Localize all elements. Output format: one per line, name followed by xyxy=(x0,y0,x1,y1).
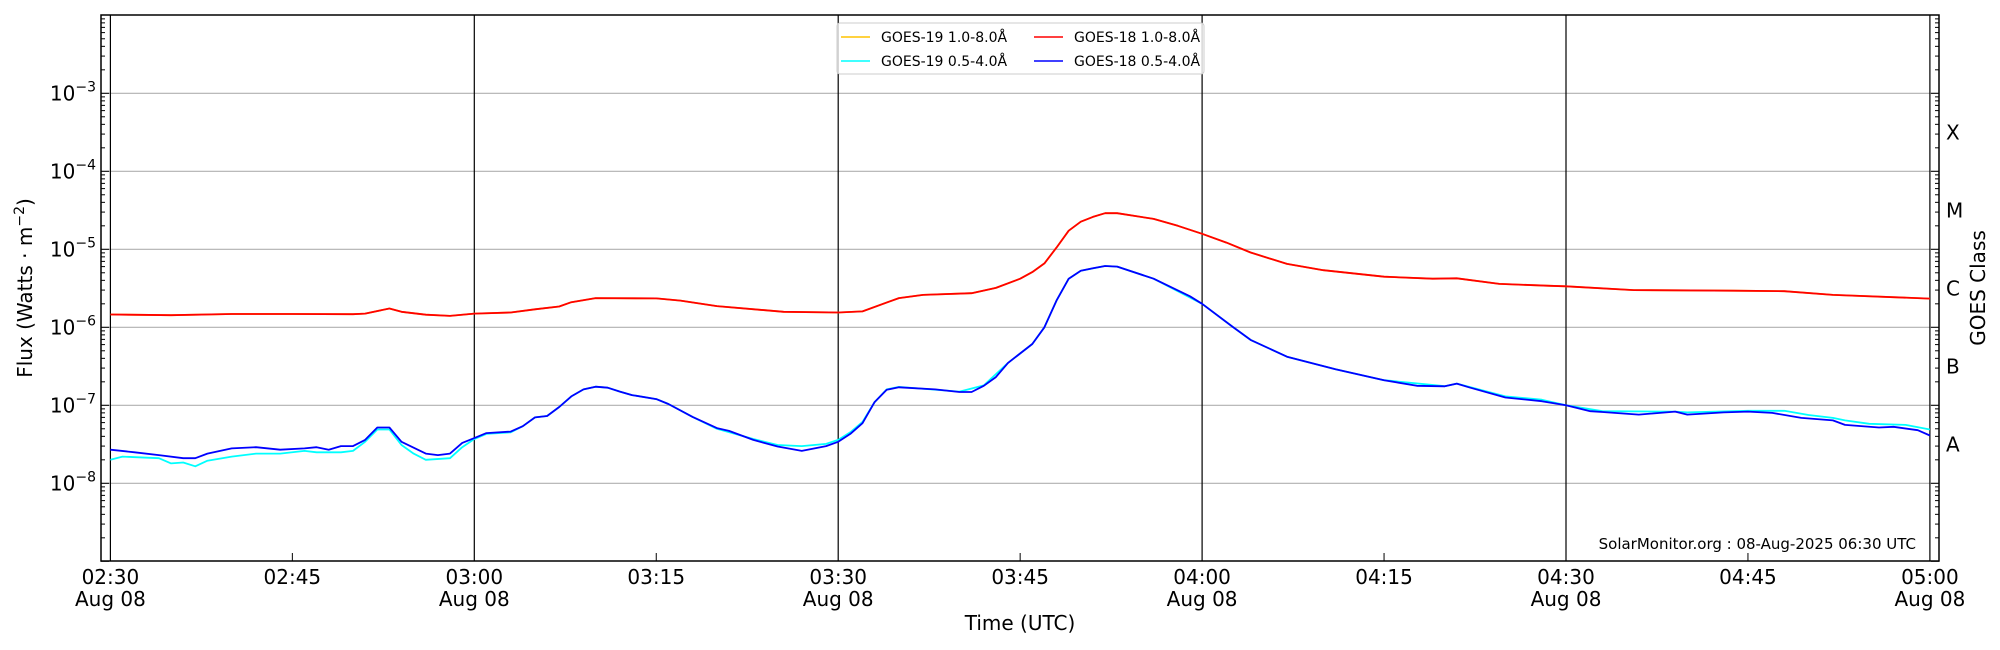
y-axis-label: Flux (Watts · m−2) xyxy=(12,198,37,378)
y-tick-label: 10−3 xyxy=(50,79,96,105)
goes-class-label-m: M xyxy=(1946,198,1963,222)
legend-label: GOES-19 0.5-4.0Å xyxy=(881,53,1007,70)
x-tick-date-label: Aug 08 xyxy=(439,587,510,611)
goes-class-label-b: B xyxy=(1946,354,1960,378)
legend-label: GOES-18 1.0-8.0Å xyxy=(1074,29,1200,46)
y-tick-label: 10−6 xyxy=(50,313,96,339)
series-line-goes-18-0-5-4-0- xyxy=(110,265,1931,460)
y-tick-base: 10 xyxy=(50,315,75,339)
series-line-goes-19-0-5-4-0- xyxy=(110,265,1931,468)
x-tick-date-label: Aug 08 xyxy=(803,587,874,611)
series-line-goes-19-1-0-8-0- xyxy=(110,212,1930,317)
x-tick-date-label: Aug 08 xyxy=(1531,587,1602,611)
y-tick-base: 10 xyxy=(50,471,75,495)
y-axis-label-close: ) xyxy=(13,198,37,206)
series-lines xyxy=(110,212,1931,468)
x-tick-time-label: 04:15 xyxy=(1355,565,1413,589)
x-tick-time-label: 04:30 xyxy=(1537,565,1595,589)
grid-lines xyxy=(101,92,1939,484)
x-tick-time-label: 02:30 xyxy=(82,565,140,589)
y-tick-base: 10 xyxy=(50,81,75,105)
x-tick-time-label: 03:00 xyxy=(445,565,503,589)
series-line-goes-18-1-0-8-0- xyxy=(110,212,1930,317)
y-tick-exponent: −8 xyxy=(75,469,96,485)
x-tick-time-label: 02:45 xyxy=(264,565,322,589)
x-axis-label: Time (UTC) xyxy=(964,611,1076,635)
y-tick-label: 10−7 xyxy=(50,391,96,417)
x-tick-date-label: Aug 08 xyxy=(75,587,146,611)
y-tick-exponent: −4 xyxy=(75,157,96,173)
y-tick-base: 10 xyxy=(50,159,75,183)
x-tick-time-label: 04:00 xyxy=(1173,565,1231,589)
y-axis-label-exp: −2 xyxy=(12,206,28,227)
y-tick-exponent: −7 xyxy=(75,391,96,407)
y-tick-label: 10−4 xyxy=(50,157,96,183)
legend: GOES-19 1.0-8.0Å GOES-19 0.5-4.0Å GOES-18 … xyxy=(836,22,1205,75)
legend-label: GOES-18 0.5-4.0Å xyxy=(1074,53,1200,70)
x-tick-date-label: Aug 08 xyxy=(1167,587,1238,611)
y-tick-base: 10 xyxy=(50,237,75,261)
y-tick-label: 10−8 xyxy=(50,469,96,495)
x-tick-time-label: 04:45 xyxy=(1719,565,1777,589)
x-major-lines xyxy=(109,15,1931,561)
x-tick-time-label: 05:00 xyxy=(1901,565,1959,589)
y-tick-base: 10 xyxy=(50,393,75,417)
source-annotation: SolarMonitor.org : 08-Aug-2025 06:30 UTC xyxy=(1599,535,1916,553)
y-tick-label: 10−5 xyxy=(50,235,96,261)
goes-class-axis-label: GOES Class xyxy=(1966,230,1990,346)
x-tick-time-label: 03:45 xyxy=(991,565,1049,589)
goes-class-label-c: C xyxy=(1946,276,1960,300)
x-tick-time-label: 03:15 xyxy=(627,565,685,589)
goes-class-label-a: A xyxy=(1946,432,1960,456)
y-tick-exponent: −5 xyxy=(75,235,96,251)
legend-box xyxy=(836,22,1205,75)
y-axis-label-main: Flux (Watts · m xyxy=(13,227,37,378)
y-tick-exponent: −6 xyxy=(75,313,96,329)
legend-label: GOES-19 1.0-8.0Å xyxy=(881,29,1007,46)
goes-class-label-x: X xyxy=(1946,120,1960,144)
y-tick-exponent: −3 xyxy=(75,79,96,95)
x-tick-time-label: 03:30 xyxy=(809,565,867,589)
plot-frame xyxy=(100,14,1940,562)
x-tick-date-label: Aug 08 xyxy=(1894,587,1965,611)
